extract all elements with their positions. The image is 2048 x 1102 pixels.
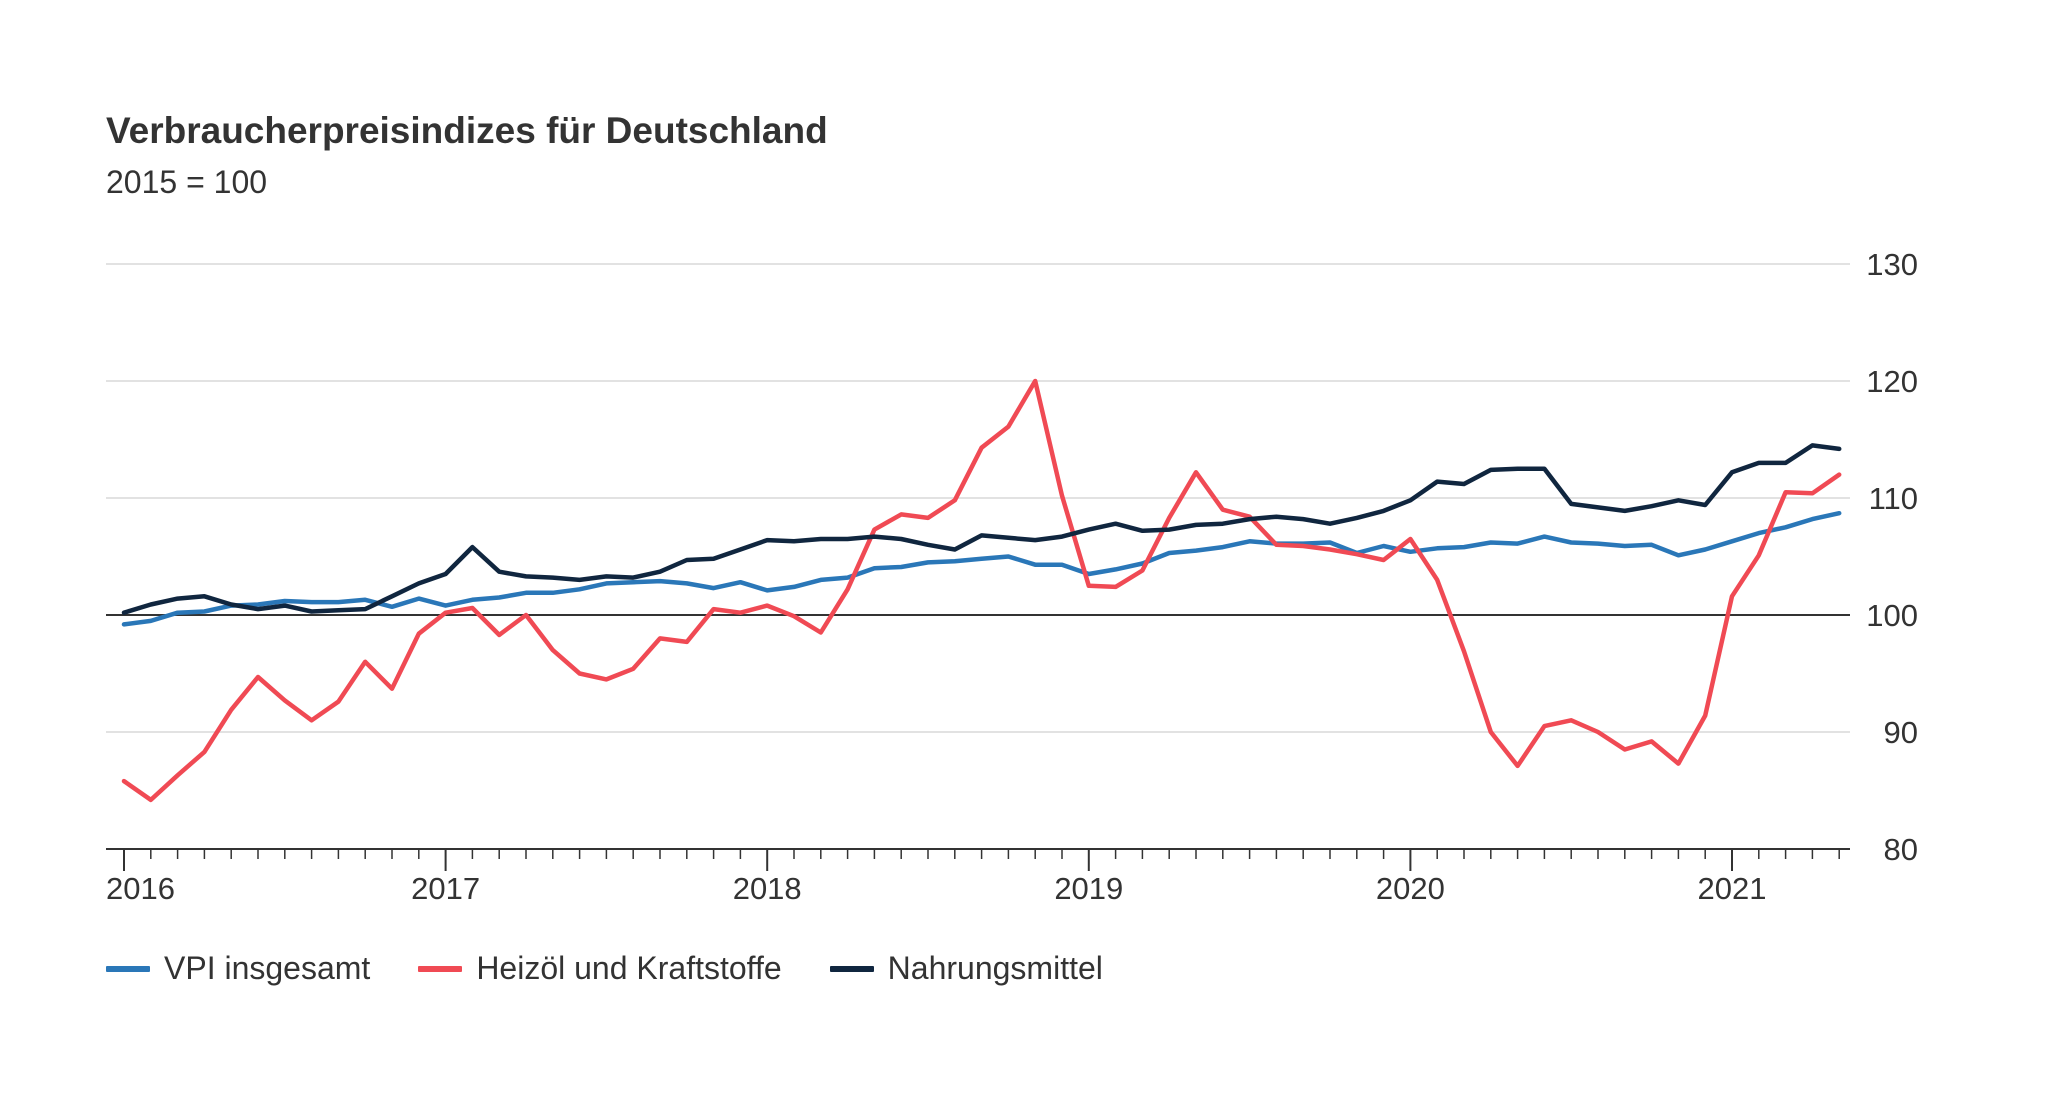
legend-swatch	[829, 965, 874, 972]
legend-swatch	[106, 965, 150, 972]
y-tick-label-110: 110	[1869, 481, 1918, 516]
chart-subtitle: 2015 = 100	[106, 164, 268, 200]
y-tick-label-130: 130	[1866, 247, 1918, 282]
series-line-vpi-insgesamt	[121, 510, 1842, 627]
legend-swatch	[418, 965, 463, 972]
x-tick-label-2016: 2016	[106, 871, 175, 906]
y-tick-label-120: 120	[1866, 364, 1918, 399]
legend-label: VPI insgesamt	[164, 950, 371, 986]
legend: VPI insgesamt Heizöl und Kraftstoffe Nahru…	[106, 950, 1151, 987]
y-tick-label-90: 90	[1884, 715, 1918, 750]
y-tick-label-100: 100	[1866, 598, 1918, 633]
legend-label: Nahrungsmittel	[887, 950, 1103, 986]
chart-title: Verbraucherpreisindizes für Deutschland	[106, 110, 828, 151]
legend-item: Nahrungsmittel	[829, 950, 1103, 987]
x-tick-label-2019: 2019	[1054, 871, 1123, 906]
series-lines	[121, 378, 1842, 803]
legend-label: Heizöl und Kraftstoffe	[476, 950, 782, 986]
legend-item: Heizöl und Kraftstoffe	[418, 950, 782, 987]
x-tick-label-2021: 2021	[1698, 871, 1767, 906]
y-tick-label-80: 80	[1884, 832, 1918, 867]
legend-item: VPI insgesamt	[106, 950, 370, 987]
series-line-heiz-l-und-kraftstoffe	[121, 378, 1842, 803]
x-tick-label-2020: 2020	[1376, 871, 1445, 906]
grid-lines: 80 90 100 110 120 130	[106, 247, 1918, 867]
series-line-nahrungsmittel	[121, 443, 1842, 615]
x-tick-label-2017: 2017	[411, 871, 480, 906]
x-tick-label-2018: 2018	[733, 871, 802, 906]
x-axis: 2016 2017 2018 2019 2020 2021	[106, 848, 1850, 906]
